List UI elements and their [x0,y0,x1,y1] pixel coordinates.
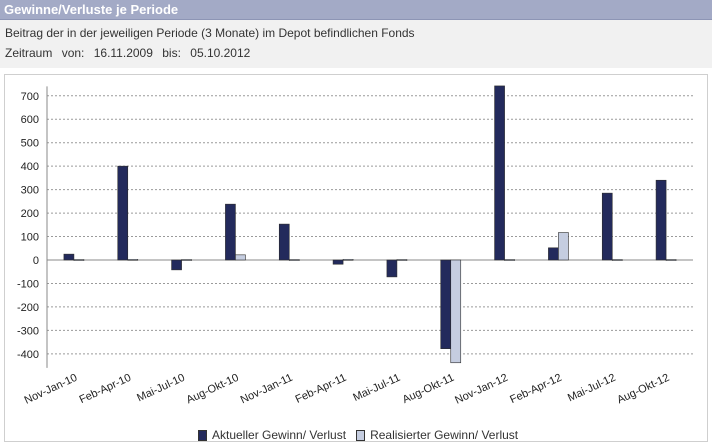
panel-title: Gewinne/Verluste je Periode [4,2,179,17]
y-tick-label: 700 [21,91,39,103]
bar-chart: 700 600 500 400 300 200 100 0 -100 -200 -300 -400 No… [17,85,693,407]
x-tick-label: Mai-Jul-12 [566,372,618,405]
bar-aktuell-Aug-Okt-10 [225,203,236,261]
y-tick-label: 600 [21,114,39,126]
legend-swatch-aktuell [198,429,207,441]
y-tick-label: -400 [17,349,39,361]
panel-header: Gewinne/Verluste je Periode [0,0,712,20]
x-tick-label: Aug-Okt-11 [401,372,456,406]
x-tick-label: Nov-Jan-10 [23,372,80,407]
bar-realisiert-Nov-Jan-10 [73,259,85,261]
bar-realisiert-Aug-Okt-12 [665,259,677,261]
bar-realisiert-Aug-Okt-10 [235,254,246,261]
bar-aktuell-Nov-Jan-10 [63,253,75,261]
bar-realisiert-Feb-Apr-10 [127,258,139,261]
bar-aktuell-Feb-Apr-11 [332,259,344,265]
von-label: von: [61,46,85,60]
chart-description: Beitrag der in der jeweiligen Periode (3… [5,26,415,40]
bar-aktuell-Aug-Okt-11 [440,259,452,349]
legend-item-aktuell: Aktueller Gewinn/ Verlust [198,428,346,442]
bis-value: 05.10.2012 [190,46,251,60]
bar-realisiert-Mai-Jul-12 [611,259,623,261]
legend-item-realisiert: Realisierter Gewinn/ Verlust [356,428,518,442]
bar-aktuell-Nov-Jan-12 [494,85,505,261]
x-tick-label: Feb-Apr-11 [294,372,349,406]
y-tick-label: -300 [17,325,39,337]
bar-realisiert-Feb-Apr-12 [558,232,569,261]
legend-label-realisiert: Realisierter Gewinn/ Verlust [370,428,519,442]
zeitraum-label: Zeitraum [5,46,53,60]
y-tick-label: 100 [21,232,39,244]
x-tick-label: Feb-Apr-12 [508,372,563,406]
x-tick-label: Aug-Okt-12 [615,372,671,407]
bar-aktuell-Mai-Jul-10 [171,259,182,271]
bar-aktuell-Mai-Jul-11 [386,259,398,278]
y-tick-label: 400 [21,161,39,173]
x-tick-label: Feb-Apr-10 [78,372,133,406]
info-box: Beitrag der in der jeweiligen Periode (3… [0,20,712,68]
chart-legend: Aktueller Gewinn/ Verlust Realisierter G… [198,428,528,442]
period-line: Zeitraum von: 16.11.2009 bis: 05.10.2012 [5,46,256,60]
von-value: 16.11.2009 [93,46,153,60]
bar-realisiert-Mai-Jul-11 [396,259,408,261]
bar-aktuell-Feb-Apr-10 [117,165,129,261]
bar-realisiert-Nov-Jan-12 [504,259,515,261]
bar-aktuell-Aug-Okt-12 [655,179,667,261]
x-tick-label: Nov-Jan-12 [453,372,510,407]
x-tick-label: Mai-Jul-10 [135,372,187,405]
bar-realisiert-Nov-Jan-11 [288,259,300,261]
bar-realisiert-Feb-Apr-11 [342,258,354,261]
y-tick-label: 500 [21,138,39,150]
bar-aktuell-Feb-Apr-12 [548,247,559,261]
bis-label: bis: [162,46,181,60]
legend-label-aktuell: Aktueller Gewinn/ Verlust [212,428,347,442]
y-tick-label: 300 [21,185,39,197]
bar-realisiert-Mai-Jul-10 [181,259,192,261]
y-tick-label: 200 [21,208,39,220]
x-tick-label: Mai-Jul-11 [351,372,402,404]
x-tick-label: Nov-Jan-11 [239,372,295,407]
bar-aktuell-Nov-Jan-11 [278,223,290,261]
x-tick-label: Aug-Okt-10 [185,372,241,407]
y-tick-label: 0 [33,255,39,267]
bar-realisiert-Aug-Okt-11 [450,259,462,364]
y-tick-label: -100 [17,278,39,290]
bar-aktuell-Mai-Jul-12 [601,192,613,261]
y-tick-label: -200 [17,302,39,314]
chart-frame: 700 600 500 400 300 200 100 0 -100 -200 -300 -400 No… [4,74,708,442]
legend-swatch-realisiert [356,429,366,441]
